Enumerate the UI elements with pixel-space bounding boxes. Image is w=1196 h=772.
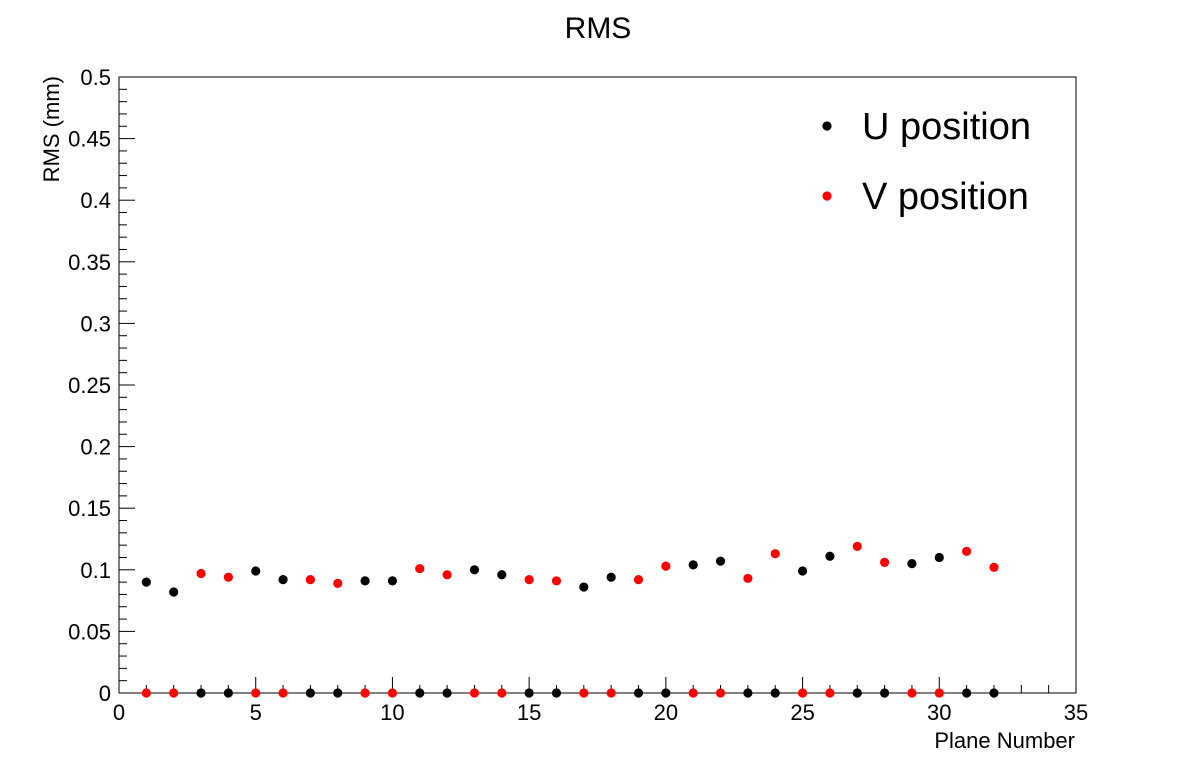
x-tick-label: 5 xyxy=(250,700,262,725)
u-position-point xyxy=(989,688,999,698)
v-position-point xyxy=(688,688,698,698)
v-position-point xyxy=(305,575,315,585)
y-tick-label: 0 xyxy=(99,681,111,706)
x-tick-label: 25 xyxy=(790,700,814,725)
u-position-point xyxy=(251,566,261,576)
u-position-point xyxy=(333,688,343,698)
v-position-point xyxy=(934,688,944,698)
u-position-point xyxy=(196,688,206,698)
u-position-point xyxy=(633,688,644,698)
v-position-point xyxy=(141,688,151,698)
u-position-point xyxy=(907,559,917,569)
u-position-point xyxy=(770,688,780,698)
u-position-point xyxy=(551,688,562,698)
v-position-point xyxy=(497,688,507,698)
legend-marker xyxy=(822,191,832,201)
v-position-point xyxy=(579,688,589,698)
u-position-point xyxy=(141,577,151,587)
x-tick-label: 15 xyxy=(517,700,541,725)
v-position-point xyxy=(661,561,671,571)
y-tick-label: 0.35 xyxy=(68,250,111,275)
y-axis: 0 0.05 0.1 0.15 0.2 0.25 0.3 0.35 0.4 0.45 0.5 xyxy=(68,65,135,706)
v-position-point xyxy=(715,688,726,698)
v-position-point xyxy=(551,576,562,586)
legend-marker xyxy=(822,121,832,131)
x-axis: 0 5 10 15 20 25 30 35 xyxy=(113,677,1088,725)
u-position-point xyxy=(934,552,944,563)
u-position-point xyxy=(387,576,398,586)
y-tick-label: 0.25 xyxy=(68,373,111,398)
u-position-point xyxy=(223,688,233,698)
u-position-point xyxy=(497,570,507,580)
x-tick-label: 30 xyxy=(927,700,951,725)
data-points xyxy=(141,541,999,698)
y-tick-label: 0.4 xyxy=(80,188,111,213)
y-axis-label: RMS (mm) xyxy=(39,76,64,182)
v-position-point xyxy=(770,549,780,559)
legend-label: V position xyxy=(862,176,1029,218)
u-position-point xyxy=(797,566,808,576)
v-position-point xyxy=(333,578,343,588)
v-position-point xyxy=(743,573,753,584)
v-position-point xyxy=(962,546,972,556)
v-position-point xyxy=(825,688,835,698)
v-position-point xyxy=(852,541,862,551)
u-position-point xyxy=(579,582,589,592)
v-position-point xyxy=(442,570,452,580)
v-position-point xyxy=(989,562,999,572)
u-position-point xyxy=(715,556,726,566)
u-position-point xyxy=(469,565,480,575)
u-position-point xyxy=(743,688,753,698)
u-position-point xyxy=(442,688,452,698)
u-position-point xyxy=(524,688,534,698)
u-position-point xyxy=(360,576,370,586)
u-position-point xyxy=(661,688,671,698)
u-position-point xyxy=(688,560,698,570)
v-position-point xyxy=(524,575,534,585)
v-position-point xyxy=(469,688,480,698)
plot-frame xyxy=(118,76,1077,694)
x-tick-label: 20 xyxy=(654,700,678,725)
u-position-point xyxy=(278,575,288,585)
y-tick-label: 0.45 xyxy=(68,127,111,152)
y-tick-label: 0.15 xyxy=(68,496,111,521)
v-position-point xyxy=(251,688,261,698)
v-position-point xyxy=(278,688,288,698)
v-position-point xyxy=(223,572,233,582)
u-position-point xyxy=(606,572,616,582)
u-position-point xyxy=(880,688,890,698)
legend-label: U position xyxy=(862,106,1031,148)
u-position-point xyxy=(852,688,862,698)
y-tick-label: 0.1 xyxy=(80,558,111,583)
v-position-point xyxy=(169,688,179,698)
u-position-point xyxy=(305,688,315,698)
v-position-point xyxy=(415,563,425,574)
v-position-point xyxy=(606,688,616,698)
v-position-point xyxy=(797,688,808,698)
x-tick-label: 10 xyxy=(380,700,404,725)
u-position-point xyxy=(415,688,425,698)
x-tick-label: 35 xyxy=(1064,700,1088,725)
chart-title: RMS xyxy=(565,12,632,45)
v-position-point xyxy=(907,688,917,698)
v-position-point xyxy=(880,557,890,568)
v-position-point xyxy=(633,575,644,585)
x-tick-label: 0 xyxy=(113,700,125,725)
u-position-point xyxy=(169,587,179,597)
x-axis-label: Plane Number xyxy=(934,728,1075,753)
v-position-point xyxy=(360,688,370,698)
u-position-point xyxy=(825,551,835,561)
y-tick-label: 0.5 xyxy=(80,65,111,90)
y-tick-label: 0.3 xyxy=(80,311,111,336)
y-tick-label: 0.05 xyxy=(68,619,111,644)
u-position-point xyxy=(962,688,972,698)
v-position-point xyxy=(387,688,398,698)
legend: U position V position xyxy=(822,106,1031,218)
y-tick-label: 0.2 xyxy=(80,435,111,460)
v-position-point xyxy=(196,568,206,579)
